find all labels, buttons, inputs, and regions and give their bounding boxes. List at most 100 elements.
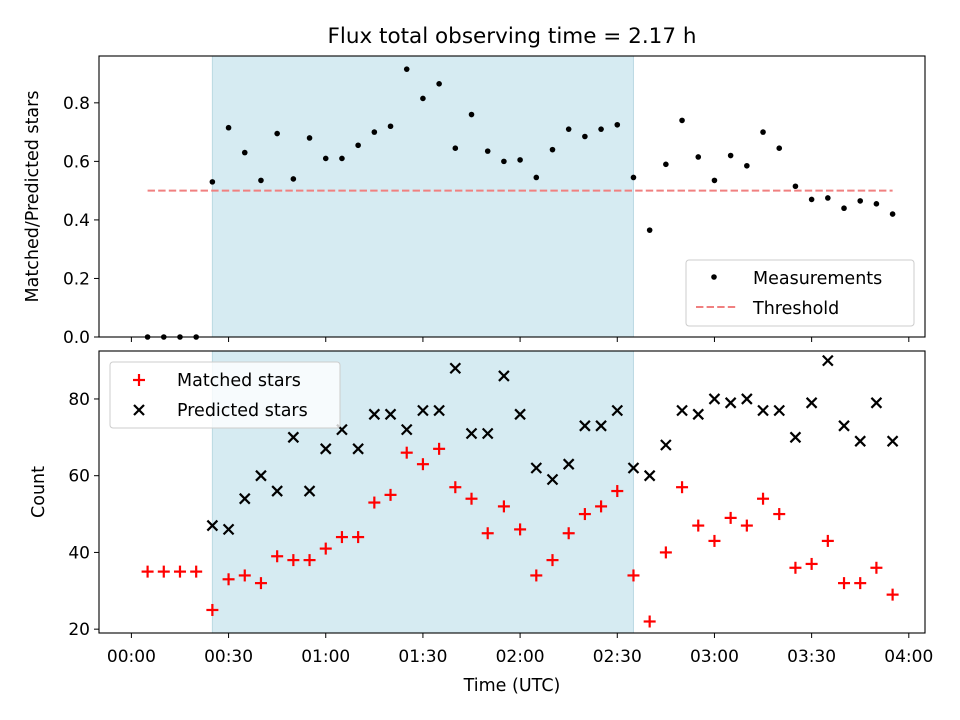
matched-star-point [562,527,575,540]
legend-measurements-marker [711,274,717,280]
predicted-star-point [741,393,753,405]
measurement-point [549,146,556,153]
predicted-star-point [870,397,883,409]
measurement-point [420,95,426,102]
measurement-point [792,183,799,190]
bottom-panel: 20 40 60 80 00:00 00:30 01:00 01:30 02:00 02:30 03… [29,350,933,696]
predicted-star-point [757,404,769,417]
legend-predicted-marker [133,404,145,416]
measurement-point [290,176,297,182]
bottom-y-tick-label: 40 [68,543,90,563]
measurement-point [274,130,280,137]
predicted-star-point [384,408,397,421]
matched-star-point [821,534,834,547]
measurement-point [225,124,232,131]
predicted-star-point [530,462,543,474]
matched-star-point [416,458,429,471]
x-tick-label: 03:00 [690,647,739,667]
predicted-star-point [238,492,251,505]
bottom-y-tick-label: 20 [68,620,90,640]
bottom-y-tick-label: 80 [68,390,90,410]
x-tick-label: 00:00 [107,647,156,667]
matched-star-point [449,481,462,494]
measurement-point [598,126,604,132]
predicted-star-point [724,397,737,409]
legend-measurements-label: Measurements [753,269,882,289]
measurement-point [889,211,896,217]
predicted-star-point [449,362,462,375]
predicted-star-point [692,408,705,421]
matched-star-point [854,577,867,590]
matched-star-point [773,508,786,521]
predicted-star-point [854,435,866,447]
matched-star-point [400,446,413,459]
x-tick-label: 02:30 [593,647,642,667]
measurement-point [306,135,313,141]
matched-star-point [433,442,446,455]
chart-title: Flux total observing time = 2.17 h [328,24,697,49]
predicted-star-point [465,427,478,440]
measurement-point [565,126,572,132]
predicted-star-point [546,473,559,486]
matched-star-point [805,557,818,570]
matched-star-point [352,531,365,544]
measurement-point [468,111,475,118]
matched-star-point [157,565,170,578]
predicted-star-point [481,427,494,440]
top-axis-ticks: 0.0 0.2 0.4 0.6 0.8 [63,94,910,348]
legend-matched-label: Matched stars [177,371,301,391]
predicted-star-point [886,435,899,447]
bottom-legend-box [109,361,341,429]
measurement-point [760,129,766,135]
predicted-star-point [271,485,283,497]
predicted-star-point [595,420,607,432]
legend-predicted-label: Predicted stars [177,401,308,421]
matched-star-point [870,561,883,574]
matched-star-point [254,577,267,590]
measurement-point [436,81,442,87]
measurement-point [727,152,734,159]
measurement-point [776,145,783,152]
matched-star-point [757,492,770,505]
x-tick-label: 00:30 [204,647,253,667]
measurement-point [501,158,507,165]
measurement-point [873,201,880,207]
top-y-tick-label: 0.0 [63,328,90,348]
matched-star-point [546,554,559,567]
matched-star-point [497,500,510,513]
matched-star-point [789,561,802,574]
predicted-star-point [562,458,575,470]
matched-star-point [287,554,300,567]
measurement-point [744,162,750,169]
matched-star-point [238,569,251,582]
measurement-point [339,155,345,162]
matched-star-point [578,508,591,521]
legend-threshold-label: Threshold [752,299,839,319]
matched-star-point [173,565,186,578]
measurement-point [517,157,523,163]
predicted-star-point [368,408,381,421]
matched-star-point [335,531,348,544]
matched-star-point [627,569,640,582]
measurement-point [808,196,815,203]
measurement-point [452,145,459,152]
matched-star-point [384,488,397,501]
measurement-point [403,66,410,72]
x-tick-label: 01:00 [301,647,350,667]
measurement-point [355,142,361,149]
top-y-tick-label: 0.2 [63,269,90,289]
matched-star-point [190,565,203,578]
predicted-star-point [400,423,413,436]
predicted-star-point [579,420,591,432]
bottom-axis-ticks: 20 40 60 80 00:00 00:30 01:00 01:30 02:00 02:30 03… [68,390,933,667]
predicted-star-point [417,404,429,417]
measurement-point [484,148,491,154]
predicted-star-point [319,443,332,455]
predicted-star-point [643,469,656,482]
predicted-star-point [676,404,688,417]
predicted-star-point [611,404,624,417]
matched-star-point [368,496,381,509]
matched-star-point [838,577,851,590]
measurement-point [711,177,718,184]
